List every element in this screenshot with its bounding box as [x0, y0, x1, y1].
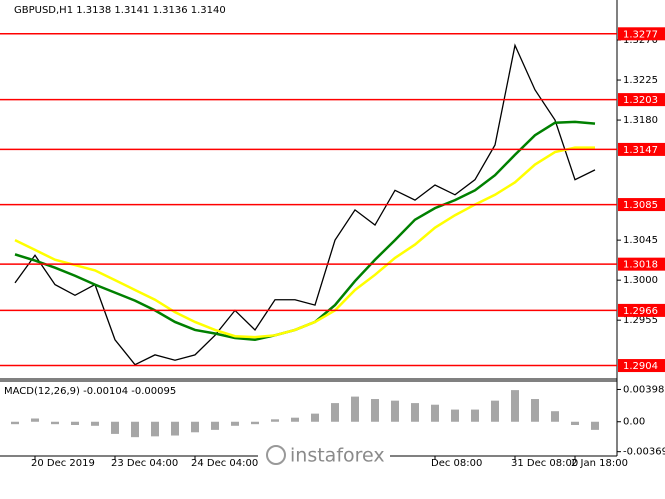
macd-bar [471, 409, 479, 422]
watermark-text: instaforex [290, 445, 385, 467]
macd-bar [111, 421, 119, 434]
plot: 1.3270 1.3225 1.3180 1.3045 1.3000 1.2955 1.32… [0, 27, 665, 469]
macd-bar [571, 421, 579, 425]
x-tick-label: 2 Jan 18:00 [571, 458, 628, 469]
macd-bar [511, 390, 519, 422]
level-label-bg [618, 27, 665, 41]
macd-title: MACD(12,26,9) -0.00104 -0.00095 [4, 386, 176, 397]
macd-bar [371, 399, 379, 422]
level-label: 1.3085 [623, 200, 658, 211]
macd-bar [51, 421, 59, 425]
macd-bar [351, 396, 359, 422]
macd-bar [171, 421, 179, 436]
macd-bar [311, 413, 319, 422]
watermark: instaforex [258, 440, 390, 470]
macd-bar [431, 404, 439, 422]
macd-bar [271, 419, 279, 422]
macd-bar [411, 403, 419, 422]
macd-bar [211, 421, 219, 430]
watermark-bg [258, 440, 390, 470]
macd-bar [491, 400, 499, 422]
level-label-bg [618, 142, 665, 156]
level-label: 1.2966 [623, 306, 658, 317]
level-label-bg [618, 198, 665, 212]
macd-bar [11, 421, 19, 425]
moving-average [14, 146, 595, 339]
macd-bar [331, 403, 339, 422]
level-label: 1.3147 [623, 145, 658, 156]
chart-title: GBPUSD,H1 1.3138 1.3141 1.3136 1.3140 [14, 5, 226, 16]
x-tick-label: 23 Dec 04:00 [111, 458, 178, 469]
macd-bar [71, 421, 79, 425]
x-tick-label: 31 Dec 08:00 [511, 458, 578, 469]
y-tick-label: 1.3270 [623, 35, 658, 46]
level-label-bg [618, 303, 665, 317]
macd-bar [251, 421, 259, 425]
watermark-icon [266, 445, 286, 465]
x-tick-label: 20 Dec 2019 [31, 458, 95, 469]
macd-bar [551, 411, 559, 422]
level-label-bg [618, 359, 665, 373]
macd-bar [391, 400, 399, 422]
macd-bar [91, 421, 99, 426]
macd-bar [191, 421, 199, 433]
y-tick-label: 1.3045 [623, 235, 658, 246]
level-label-bg [618, 257, 665, 271]
level-label-bg [618, 93, 665, 107]
macd-bar [151, 421, 159, 437]
macd-bar [451, 409, 459, 422]
level-label: 1.3277 [623, 29, 658, 40]
y-tick-label: 1.3000 [623, 275, 658, 286]
y-tick-label: 0.00 [623, 417, 645, 428]
y-tick-label: 1.3225 [623, 75, 658, 86]
macd-bar [531, 399, 539, 422]
macd-bar [291, 417, 299, 422]
level-label: 1.3018 [623, 260, 658, 271]
y-tick-label: 1.2955 [623, 315, 658, 326]
macd-bar [31, 418, 39, 422]
price-line [14, 43, 596, 366]
y-tick-label: 0.00398 [623, 384, 664, 395]
x-tick-label: 24 Dec 04:00 [191, 458, 258, 469]
level-label: 1.2904 [623, 361, 658, 372]
level-label: 1.3203 [623, 95, 658, 106]
macd-bar [231, 421, 239, 426]
x-tick-label: Dec 08:00 [431, 458, 482, 469]
macd-bar [591, 421, 599, 430]
macd-bar [131, 421, 139, 438]
y-tick-label: 1.3180 [623, 115, 658, 126]
y-tick-label: -0.00369 [623, 447, 665, 458]
